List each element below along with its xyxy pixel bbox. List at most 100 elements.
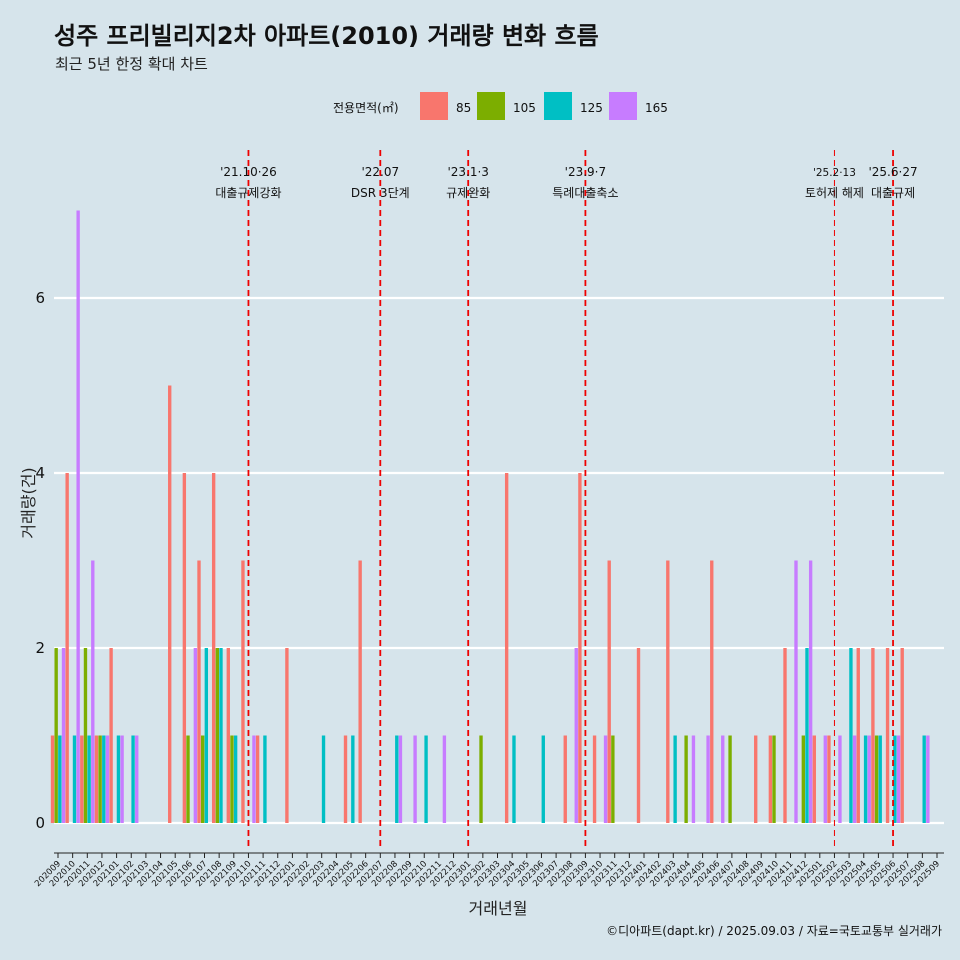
legend-label-125: 125 bbox=[580, 101, 603, 115]
bar-125-202210 bbox=[424, 735, 428, 823]
bar-85-202505 bbox=[871, 648, 875, 823]
bar-85-202109 bbox=[226, 648, 230, 823]
bar-85-202411 bbox=[783, 648, 787, 823]
legend-key-105 bbox=[477, 92, 505, 120]
bar-165-202504 bbox=[867, 735, 871, 823]
bar-85-202110 bbox=[241, 560, 245, 823]
bar-125-202109 bbox=[233, 735, 238, 823]
bar-125-202403 bbox=[673, 735, 677, 823]
bar-165-202106 bbox=[193, 648, 198, 823]
bar-165-202110 bbox=[252, 735, 256, 823]
bar-85-202406 bbox=[710, 560, 714, 823]
bar-85-202403 bbox=[666, 560, 670, 823]
bar-165-202412 bbox=[808, 560, 813, 823]
bar-165-202011 bbox=[91, 560, 95, 823]
event-name-label: 토허제 해제 bbox=[805, 186, 864, 200]
bar-85-202101 bbox=[109, 648, 113, 823]
bar-85-202206 bbox=[358, 560, 362, 823]
bar-165-202404 bbox=[691, 735, 696, 823]
y-tick-label: 0 bbox=[35, 814, 45, 832]
bar-125-202412 bbox=[805, 648, 809, 823]
bar-85-202011 bbox=[80, 735, 84, 823]
event-name-label: 특례대출축소 bbox=[552, 186, 618, 200]
bar-105-202412 bbox=[801, 735, 806, 823]
bar-165-202208 bbox=[398, 735, 403, 823]
source-caption: ©디아파트(dapt.kr) / 2025.09.03 / 자료=국토교통부 실… bbox=[606, 924, 942, 938]
bar-105-202107 bbox=[200, 735, 205, 823]
bar-125-202107 bbox=[204, 648, 209, 823]
bar-105-202410 bbox=[772, 735, 776, 823]
bar-125-202306 bbox=[541, 735, 545, 823]
bar-125-202101 bbox=[116, 735, 121, 823]
bar-125-202102 bbox=[131, 735, 135, 823]
bar-125-202012 bbox=[102, 735, 106, 823]
event-date-label: '23.1·3 bbox=[447, 165, 488, 179]
y-axis-title: 거래량(건) bbox=[19, 467, 38, 538]
bar-105-202109 bbox=[230, 735, 234, 823]
bar-125-202011 bbox=[87, 735, 91, 823]
bar-105-202505 bbox=[874, 735, 879, 823]
bar-85-202106 bbox=[182, 473, 187, 823]
bar-165-202211 bbox=[442, 735, 447, 823]
bar-85-202105 bbox=[168, 385, 172, 823]
bar-85-202410 bbox=[768, 735, 773, 823]
bar-85-202205 bbox=[343, 735, 348, 823]
bar-125-202010 bbox=[72, 735, 77, 823]
bar-125-202505 bbox=[878, 735, 882, 823]
bar-165-202102 bbox=[135, 735, 139, 823]
bar-105-202009 bbox=[54, 648, 58, 823]
bar-85-202304 bbox=[504, 473, 509, 823]
bar-125-202508 bbox=[922, 735, 926, 823]
bar-125-202504 bbox=[863, 735, 868, 823]
bar-105-202012 bbox=[98, 735, 102, 823]
bar-125-202205 bbox=[351, 735, 355, 823]
bar-165-202009 bbox=[61, 648, 66, 823]
bar-85-202111 bbox=[255, 735, 260, 823]
x-axis-title: 거래년월 bbox=[469, 899, 528, 918]
bar-165-202406 bbox=[721, 735, 725, 823]
bar-85-202501 bbox=[812, 735, 816, 823]
bar-85-202010 bbox=[65, 473, 69, 823]
bar-105-202311 bbox=[611, 735, 615, 823]
bar-85-202507 bbox=[900, 648, 904, 823]
bar-125-202203 bbox=[321, 735, 326, 823]
bar-165-202503 bbox=[852, 735, 857, 823]
y-tick-label: 2 bbox=[35, 639, 45, 657]
chart-title: 성주 프리빌리지2차 아파트(2010) 거래량 변화 흐름 bbox=[54, 22, 599, 50]
event-date-label: '22.07 bbox=[361, 165, 399, 179]
bar-105-202011 bbox=[83, 648, 88, 823]
event-name-label: 대출규제 bbox=[871, 186, 915, 200]
legend-label-105: 105 bbox=[513, 101, 536, 115]
bar-165-202411 bbox=[794, 560, 798, 823]
bar-85-202107 bbox=[197, 560, 201, 823]
legend-key-165 bbox=[609, 92, 637, 120]
bar-125-202009 bbox=[58, 735, 62, 823]
bar-85-202504 bbox=[856, 648, 860, 823]
legend-label-85: 85 bbox=[456, 101, 471, 115]
bar-165-202308 bbox=[574, 648, 578, 823]
bar-165-202506 bbox=[896, 735, 901, 823]
bar-165-202501 bbox=[823, 735, 827, 823]
bar-165-202209 bbox=[413, 735, 417, 823]
bar-85-202506 bbox=[885, 648, 890, 823]
event-name-label: 대출규제강화 bbox=[215, 186, 281, 200]
bar-165-202010 bbox=[76, 210, 80, 823]
bar-85-202009 bbox=[50, 735, 55, 823]
bar-125-202304 bbox=[512, 735, 516, 823]
bar-165-202405 bbox=[706, 735, 710, 823]
bar-165-202502 bbox=[838, 735, 842, 823]
bar-105-202407 bbox=[728, 735, 732, 823]
bar-85-202201 bbox=[285, 648, 289, 823]
bar-105-202108 bbox=[215, 648, 220, 823]
legend-title: 전용면적(㎡) bbox=[333, 101, 399, 115]
y-tick-label: 6 bbox=[35, 289, 45, 307]
bar-105-202404 bbox=[684, 735, 688, 823]
event-date-label: '25.6·27 bbox=[868, 165, 917, 179]
legend-label-165: 165 bbox=[645, 101, 668, 115]
bar-85-202308 bbox=[563, 735, 567, 823]
bar-165-202310 bbox=[603, 735, 608, 823]
event-name-label: 규제완화 bbox=[446, 186, 490, 200]
bar-85-202502 bbox=[827, 735, 831, 823]
bar-85-202309 bbox=[578, 473, 582, 823]
